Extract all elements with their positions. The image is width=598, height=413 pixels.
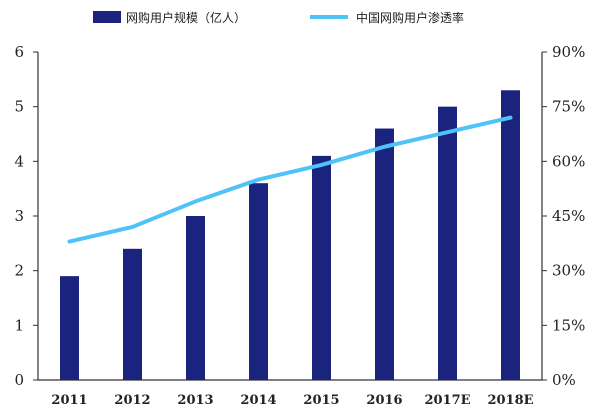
x-tick-label: 2015 — [303, 393, 339, 408]
bar — [249, 183, 268, 380]
y-right-tick-label: 45% — [552, 207, 585, 225]
y-right-tick-label: 60% — [552, 152, 585, 170]
bar — [186, 216, 205, 380]
penetration-line — [67, 115, 513, 244]
y-right-tick-label: 30% — [552, 262, 585, 280]
bar — [438, 106, 457, 381]
bar — [60, 276, 79, 380]
y-left-tick-label: 3 — [14, 207, 24, 225]
y-left-tick-label: 4 — [14, 152, 24, 170]
x-tick-label: 2013 — [177, 393, 213, 408]
x-tick-label: 2016 — [366, 393, 402, 408]
line-series — [67, 115, 513, 244]
x-tick-label: 2012 — [114, 393, 150, 408]
x-tick-label: 2018E — [487, 393, 533, 408]
legend-swatch-bar — [93, 11, 121, 23]
legend: 网购用户规模（亿人） 中国网购用户渗透率 — [93, 10, 464, 25]
x-tick-label: 2011 — [51, 393, 87, 408]
y-right-tick-label: 75% — [552, 98, 585, 116]
x-tick-label: 2017E — [424, 393, 470, 408]
bar — [501, 90, 520, 381]
legend-label-line: 中国网购用户渗透率 — [356, 10, 464, 25]
bar — [312, 155, 331, 380]
bar-series — [60, 90, 520, 381]
y-right-tick-label: 15% — [552, 316, 585, 334]
y-right-tick-label: 90% — [552, 43, 585, 61]
bar — [123, 248, 142, 380]
y-left-tick-label: 0 — [14, 371, 24, 389]
bar — [375, 128, 394, 380]
legend-label-bar: 网购用户规模（亿人） — [126, 10, 246, 25]
y-left-tick-label: 2 — [14, 262, 24, 280]
y-left-tick-label: 5 — [14, 98, 24, 116]
x-tick-label: 2014 — [240, 393, 276, 408]
y-right-tick-label: 0% — [552, 371, 576, 389]
y-left-tick-label: 6 — [14, 43, 24, 61]
y-left-tick-label: 1 — [14, 316, 24, 334]
